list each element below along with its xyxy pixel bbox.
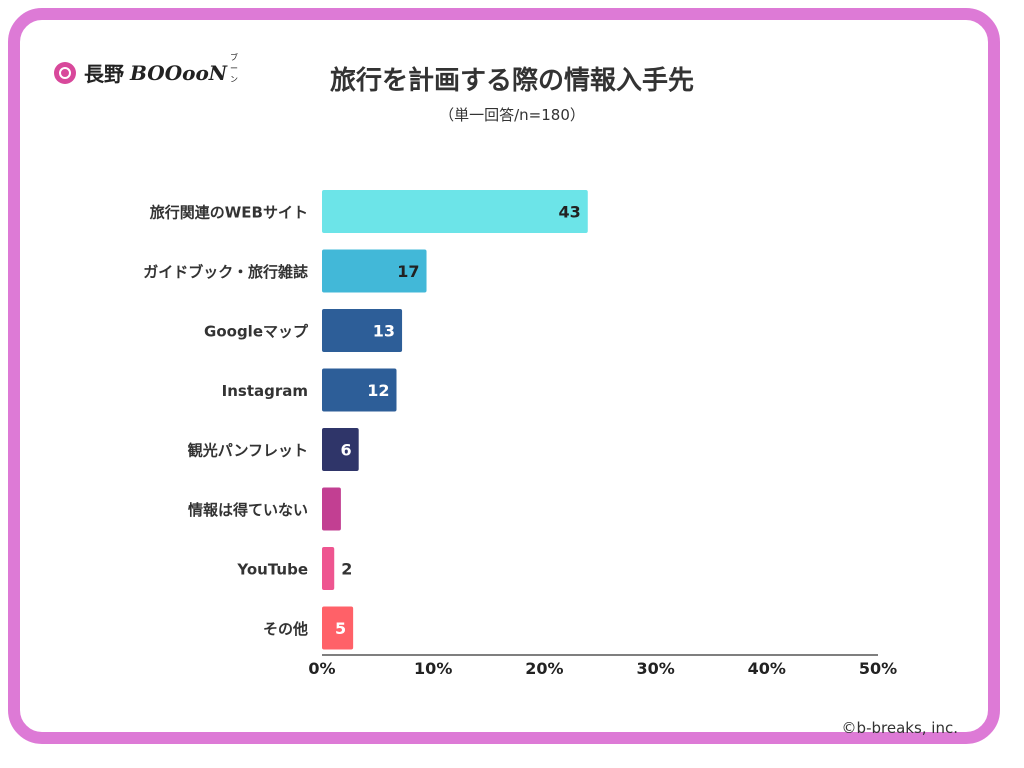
- chart-frame: [8, 8, 1000, 744]
- logo-text: 長野: [84, 62, 124, 86]
- brand-logo: 長野 BOOooN ブーン: [54, 53, 238, 87]
- value-label-7: 5: [335, 619, 346, 638]
- bar-4: [322, 428, 359, 471]
- category-label-2: Googleマップ: [204, 323, 309, 341]
- category-label-1: ガイドブック・旅行雑誌: [143, 263, 308, 281]
- category-label-3: Instagram: [222, 382, 308, 400]
- category-label-7: その他: [263, 620, 308, 638]
- bar-5: [322, 487, 341, 531]
- x-tick-label-5: 50%: [859, 659, 897, 678]
- chart-subtitle: （単一回答/n=180）: [439, 106, 585, 124]
- x-tick-label-3: 30%: [636, 659, 674, 678]
- value-label-6: 2: [341, 560, 352, 579]
- value-label-3: 12: [367, 381, 389, 400]
- value-label-2: 13: [373, 322, 395, 341]
- bar-2: [322, 309, 403, 352]
- category-label-6: YouTube: [236, 561, 308, 579]
- category-label-0: 旅行関連のWEBサイト: [150, 204, 308, 222]
- category-label-4: 観光パンフレット: [188, 442, 308, 460]
- copyright: ©b-breaks, inc.: [841, 719, 958, 737]
- value-label-0: 43: [559, 203, 581, 222]
- spiral-logo-icon: [54, 61, 76, 84]
- x-tick-label-4: 40%: [748, 659, 786, 678]
- x-tick-label-0: 0%: [308, 659, 335, 678]
- chart-title: 旅行を計画する際の情報入手先: [329, 66, 694, 96]
- logo-ruby: ブーン: [230, 53, 238, 84]
- x-tick-label-2: 20%: [525, 659, 563, 678]
- value-label-4: 6: [341, 441, 352, 460]
- bar-1: [322, 249, 427, 293]
- logo-brand: BOOooN: [130, 60, 228, 85]
- bar-0: [322, 190, 588, 233]
- category-label-5: 情報は得ていない: [188, 501, 308, 519]
- bar-3: [322, 368, 397, 412]
- x-tick-label-1: 10%: [414, 659, 452, 678]
- bar-7: [322, 606, 354, 650]
- bar-6: [322, 547, 335, 590]
- value-label-5: 3: [348, 500, 359, 519]
- value-label-1: 17: [397, 262, 419, 281]
